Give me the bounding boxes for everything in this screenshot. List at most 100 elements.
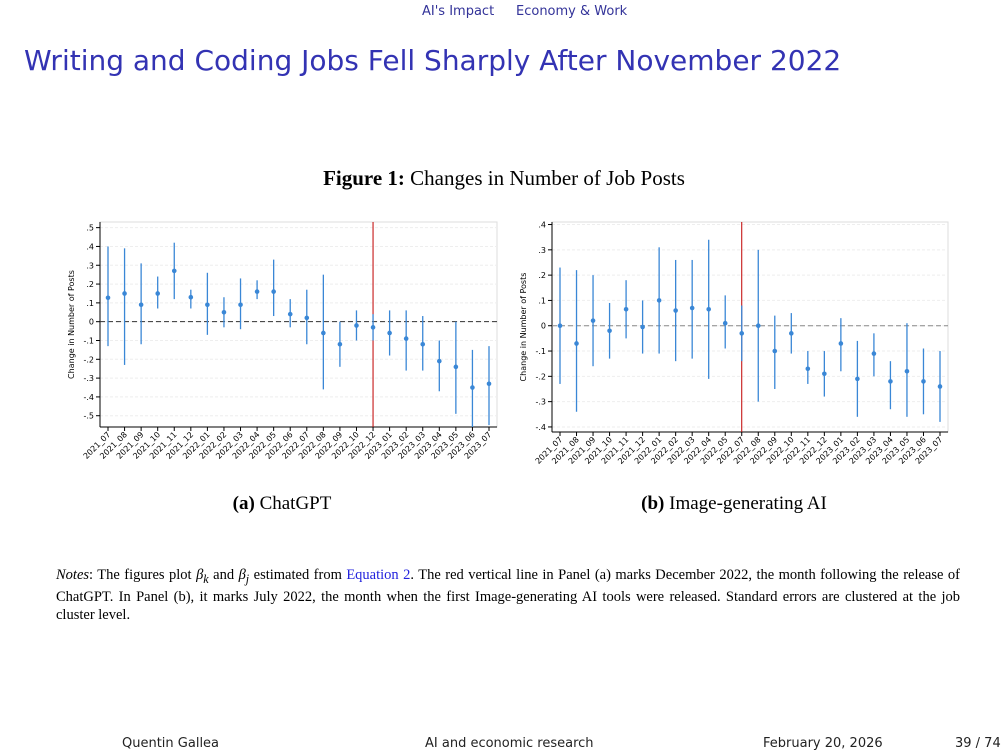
point <box>486 381 492 387</box>
point <box>321 330 326 336</box>
point <box>557 323 563 329</box>
math: k <box>203 571 209 586</box>
link[interactable]: Equation 2 <box>346 567 411 583</box>
y-tick-label: -.5 <box>83 412 94 421</box>
point <box>370 325 376 330</box>
sub-text: Image-generating AI <box>669 493 827 514</box>
figure-caption: Figure 1: Changes in Number of Job Posts <box>0 166 1008 191</box>
figure-label: Figure 1: <box>323 166 405 190</box>
y-tick-label: .2 <box>538 271 546 280</box>
point <box>205 302 210 308</box>
point <box>871 351 877 356</box>
point <box>689 305 695 311</box>
point <box>387 330 392 336</box>
point <box>453 364 459 370</box>
point <box>188 294 194 300</box>
point <box>420 341 426 347</box>
y-tick-label: -.1 <box>535 347 546 356</box>
point <box>772 348 778 354</box>
y-tick-label: .5 <box>86 224 94 233</box>
y-tick-label: .2 <box>86 280 94 289</box>
point <box>921 379 926 384</box>
y-tick-label: -.4 <box>83 393 94 402</box>
notes-text: : The figures plot <box>89 567 197 583</box>
point <box>722 320 728 326</box>
point <box>304 315 310 321</box>
notes-text: estimated from <box>249 567 347 583</box>
point <box>271 289 276 294</box>
notes: Notes: The figures plot βk and βj estima… <box>56 566 960 624</box>
notes-text: and <box>208 567 239 583</box>
point <box>822 371 827 377</box>
point <box>337 341 343 347</box>
plot-frame <box>99 221 498 428</box>
footer-talk: AI and economic research <box>425 736 594 751</box>
sub-label: (a) <box>232 493 255 514</box>
y-tick-label: .1 <box>538 296 546 305</box>
notes-label: Notes <box>56 567 90 583</box>
point <box>221 309 227 315</box>
y-tick-label: .3 <box>86 261 94 270</box>
point <box>238 302 243 308</box>
y-tick-label: .4 <box>86 242 94 251</box>
charts: .5 .4 .3 .2 .1 0 -.1 -.2 -.3 -.4 -.5 Change in Numb… <box>67 221 949 466</box>
y-tick-label: .1 <box>86 299 94 308</box>
point <box>937 384 943 389</box>
point <box>470 385 475 390</box>
subcaption: (b) Image-generating AI <box>534 493 934 515</box>
footer-author: Quentin Gallea <box>122 736 220 751</box>
point <box>838 341 844 346</box>
point <box>607 328 612 334</box>
math: β <box>196 567 204 583</box>
point <box>739 331 745 336</box>
y-tick-label: -.3 <box>83 374 94 383</box>
math: j <box>245 571 250 586</box>
point <box>171 268 177 274</box>
point <box>789 331 794 336</box>
y-tick-label: -.4 <box>535 423 546 432</box>
point <box>354 323 359 328</box>
point <box>254 289 260 294</box>
nav-item[interactable]: Economy & Work <box>516 4 628 19</box>
y-axis-label: Change in Number of Posts <box>67 270 76 379</box>
point <box>888 379 893 384</box>
point <box>673 308 678 313</box>
point <box>437 358 442 364</box>
point <box>706 306 711 312</box>
footer-date: February 20, 2026 <box>763 736 883 751</box>
point <box>574 341 579 346</box>
figure-text: Changes in Number of Job Posts <box>410 166 685 190</box>
point <box>855 376 860 382</box>
sub-text: ChatGPT <box>259 493 332 514</box>
point <box>155 291 160 296</box>
y-tick-label: -.2 <box>535 372 546 381</box>
y-tick-label: -.3 <box>535 398 546 407</box>
sub-label: (b) <box>641 493 665 514</box>
point <box>287 311 293 317</box>
y-tick-label: 0 <box>541 322 546 331</box>
point <box>122 291 127 296</box>
y-tick-label: -.1 <box>83 336 94 345</box>
point <box>138 302 144 308</box>
point <box>403 336 409 341</box>
y-tick-label: .4 <box>538 221 546 230</box>
point <box>590 318 596 323</box>
y-tick-label: 0 <box>89 318 94 327</box>
slide-title: Writing and Coding Jobs Fell Sharply Aft… <box>24 44 842 77</box>
y-axis-label: Change in Number of Posts <box>519 273 528 382</box>
point <box>640 324 645 330</box>
math: β <box>238 567 246 583</box>
y-tick-label: .3 <box>538 246 546 255</box>
point <box>656 298 662 303</box>
plot-frame <box>551 221 949 433</box>
point <box>755 323 761 329</box>
point <box>105 295 111 301</box>
nav-item[interactable]: AI's Impact <box>422 4 495 19</box>
point <box>623 306 629 312</box>
point <box>805 366 811 372</box>
subcaption: (a) ChatGPT <box>82 493 482 515</box>
notes-text: . The red vertical line in Panel (a) mar… <box>56 567 961 623</box>
point <box>904 368 910 374</box>
footer-page: 39 / 74 <box>955 736 1001 751</box>
